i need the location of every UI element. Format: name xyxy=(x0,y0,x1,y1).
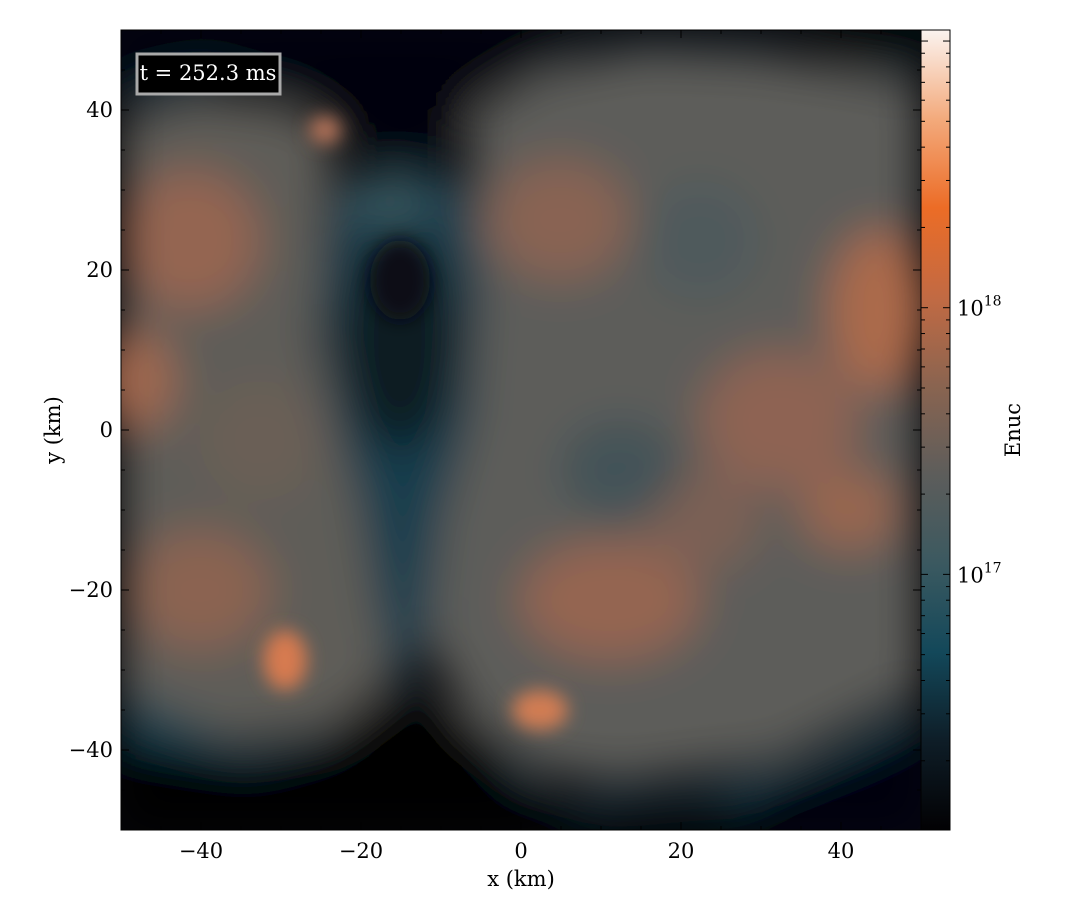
colorbar: 1017 1018 Enuc xyxy=(920,29,1025,831)
y-tick-label: −20 xyxy=(69,578,113,602)
x-axis-ticks xyxy=(120,30,922,830)
colorbar-ticks xyxy=(921,40,950,762)
colorbar-label: Enuc xyxy=(1001,403,1025,457)
y-axis-label: y (km) xyxy=(41,396,65,465)
y-axis-ticks xyxy=(121,29,921,831)
x-tick-label: −40 xyxy=(179,839,223,863)
y-tick-label: −40 xyxy=(69,738,113,762)
colorbar-tick-label: 1018 xyxy=(957,294,1002,321)
x-axis-label: x (km) xyxy=(487,867,555,891)
x-tick-label: −20 xyxy=(339,839,383,863)
time-annotation: t = 252.3 ms xyxy=(135,52,282,96)
colorbar-tick-labels: 1017 1018 xyxy=(957,294,1002,588)
annotation-box xyxy=(135,52,282,96)
x-tick-label: 0 xyxy=(514,839,527,863)
colorbar-tick-label: 1017 xyxy=(957,560,1002,587)
colorbar-gradient xyxy=(921,30,950,830)
x-tick-label: 20 xyxy=(668,839,695,863)
y-tick-label: 0 xyxy=(100,418,113,442)
annotation-text: t = 252.3 ms xyxy=(140,61,277,85)
x-axis-tick-labels: −40 −20 0 20 40 xyxy=(179,839,855,863)
y-tick-label: 40 xyxy=(86,98,113,122)
heatmap xyxy=(121,30,921,830)
y-axis-tick-labels: −40 −20 0 20 40 xyxy=(69,98,113,762)
x-tick-label: 40 xyxy=(828,839,855,863)
y-tick-label: 20 xyxy=(86,258,113,282)
colorbar-frame xyxy=(920,29,951,831)
